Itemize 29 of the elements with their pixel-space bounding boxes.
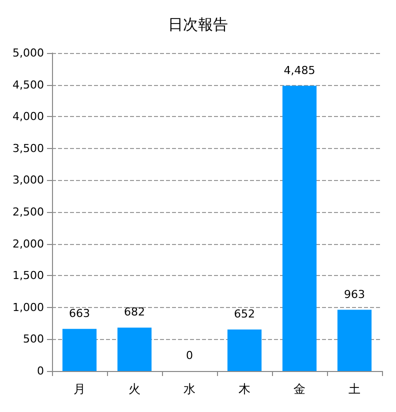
bar <box>337 310 372 371</box>
y-tick-label: 3,500 <box>12 142 44 155</box>
y-tick-label: 4,000 <box>12 110 44 124</box>
data-label: 4,485 <box>284 64 316 77</box>
x-tick-label: 火 <box>128 382 140 396</box>
y-tick-label: 1,500 <box>12 269 44 282</box>
data-label: 652 <box>234 308 255 321</box>
y-tick-label: 1,000 <box>12 300 44 314</box>
data-label: 682 <box>124 306 145 319</box>
y-tick-label: 5,000 <box>12 46 44 60</box>
x-tick-label: 月 <box>74 382 86 396</box>
bar <box>117 328 152 371</box>
bar <box>282 86 317 371</box>
y-tick-label: 3,000 <box>12 174 44 187</box>
x-tick-label: 水 <box>184 382 196 396</box>
y-tick-label: 2,500 <box>12 206 44 218</box>
y-tick-label: 4,500 <box>12 78 44 92</box>
chart-title: 日次報告 <box>168 16 228 34</box>
data-label: 663 <box>69 306 90 320</box>
data-label: 963 <box>344 288 365 301</box>
y-tick-label: 500 <box>23 332 44 346</box>
x-tick-label: 金 <box>294 382 306 396</box>
bar <box>62 328 97 371</box>
y-tick-label: 0 <box>37 364 44 378</box>
y-tick-label: 2,000 <box>12 237 44 250</box>
x-tick-label: 木 <box>238 382 250 396</box>
bar <box>227 330 262 371</box>
x-tick-label: 土 <box>348 382 360 396</box>
data-label: 0 <box>186 349 193 362</box>
